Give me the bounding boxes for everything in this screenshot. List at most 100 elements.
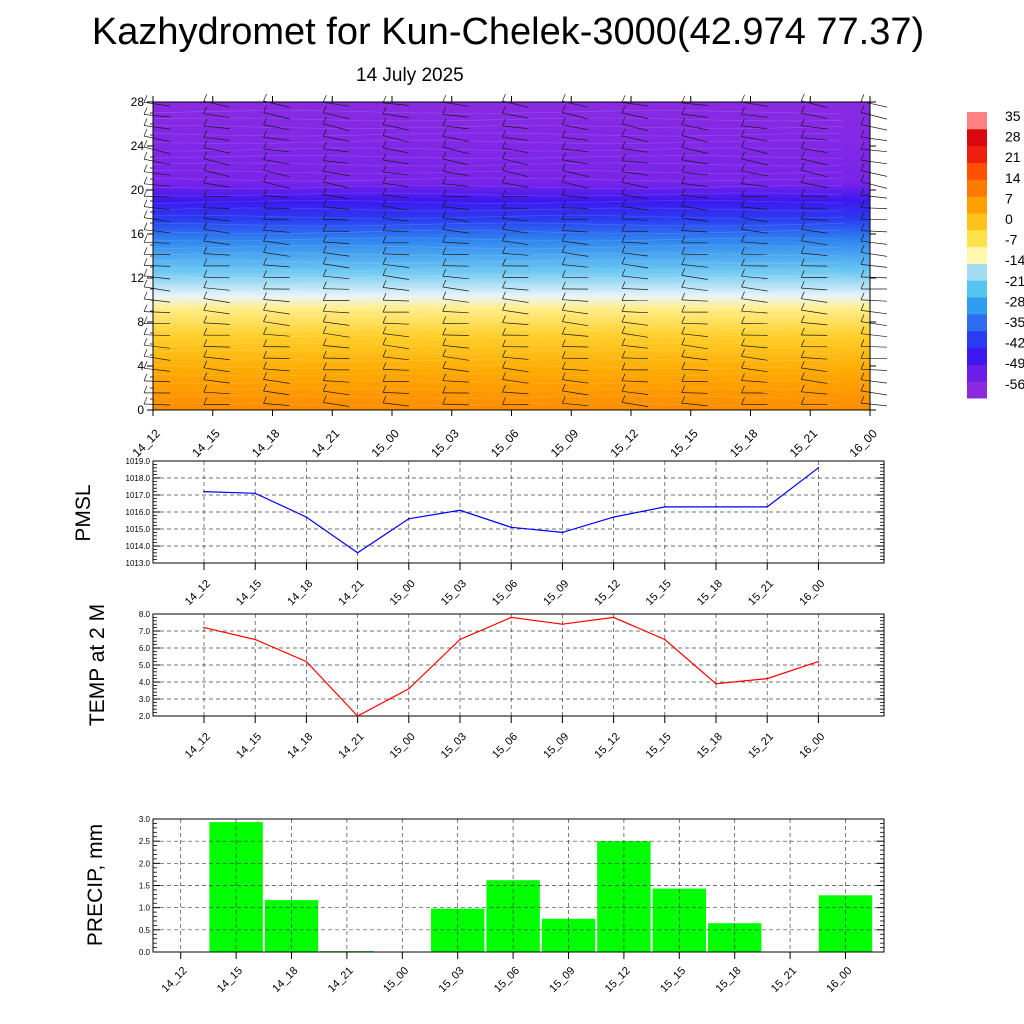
wind-barb <box>562 321 589 327</box>
pmsl-point <box>305 516 308 518</box>
wind-barb-flag <box>502 246 506 254</box>
wind-barb-flag <box>442 349 447 357</box>
colorbar-swatch <box>967 297 987 315</box>
wind-barb <box>382 135 410 143</box>
wind-barb-flag <box>382 349 387 357</box>
colorbar-label: -42 <box>1005 335 1024 351</box>
wind-barb-flag <box>681 362 686 370</box>
wind-barb-flag <box>143 349 148 357</box>
temp-point <box>408 688 410 690</box>
wind-barb-flag <box>263 339 267 347</box>
wind-barb <box>860 345 888 348</box>
pmsl-point <box>766 506 768 508</box>
wind-barb <box>502 287 529 291</box>
wind-barb <box>442 241 469 244</box>
wind-barb-flag <box>442 118 447 126</box>
temp-y-tick-label: 4.0 <box>139 678 151 687</box>
wind-barb <box>323 181 350 189</box>
wind-barb-flag <box>800 302 805 311</box>
wind-barb-flag <box>800 258 805 266</box>
wind-barb <box>621 380 649 383</box>
wind-barb-flag <box>442 222 447 230</box>
wind-barb-flag <box>322 187 327 195</box>
wind-barb-flag <box>502 222 506 230</box>
wind-barb-flag <box>502 106 506 114</box>
wind-barb-flag <box>800 397 805 405</box>
wind-barb-flag <box>741 151 745 159</box>
wind-barb <box>203 228 230 234</box>
wind-barb <box>801 169 828 178</box>
wind-barb-flag <box>621 105 626 114</box>
wind-barb <box>502 228 529 234</box>
wind-barb-flag <box>502 118 506 127</box>
wind-barb-flag <box>263 174 267 182</box>
contour-line <box>152 305 844 309</box>
wind-barb-flag <box>621 116 626 125</box>
wind-barb-flag <box>143 222 148 230</box>
colorbar-label: 35 <box>1005 108 1021 124</box>
wind-barb <box>143 135 171 143</box>
wind-barb <box>621 332 649 338</box>
wind-barb-flag <box>800 315 805 323</box>
wind-barb-flag <box>143 361 148 369</box>
temp-x-tick-label: 14_21 <box>336 731 366 761</box>
wind-barb-flag <box>741 304 745 312</box>
wind-barb-flag <box>561 326 566 335</box>
wind-barb-flag <box>561 303 566 311</box>
wind-barb-flag <box>741 199 745 208</box>
wind-barb-flag <box>382 315 387 324</box>
wind-barb-flag <box>263 141 267 150</box>
wind-barb-flag <box>263 314 267 322</box>
wind-barb <box>323 390 350 396</box>
wind-barb <box>323 241 350 244</box>
wind-barb <box>143 125 171 130</box>
wind-barb-flag <box>800 200 805 209</box>
wind-barb-flag <box>203 328 208 336</box>
wind-barb-flag <box>203 151 208 159</box>
wind-barb <box>801 112 828 119</box>
wind-barb-flag <box>502 258 506 266</box>
wind-barb <box>741 170 768 177</box>
colorbar-swatch <box>967 229 987 248</box>
temp-point <box>305 660 308 663</box>
wind-barb-flag <box>561 163 566 171</box>
wind-barb <box>442 355 469 361</box>
wind-barb-flag <box>800 233 805 241</box>
wind-barb-flag <box>203 269 208 278</box>
wind-barb-flag <box>382 304 387 313</box>
wind-barb <box>860 251 888 257</box>
wind-barb-flag <box>143 95 148 103</box>
wind-barb-flag <box>681 165 686 173</box>
wind-barb <box>681 253 708 256</box>
temp-x-tick-label: 15_12 <box>592 731 622 761</box>
wind-barb-flag <box>860 163 865 171</box>
wind-barb-flag <box>621 199 626 207</box>
wind-barb-flag <box>322 395 327 403</box>
wind-barb-flag <box>502 303 506 311</box>
temp-point <box>664 638 666 641</box>
wind-barb-flag <box>621 395 626 403</box>
wind-barb <box>860 402 888 407</box>
wind-barb-flag <box>442 360 447 369</box>
wind-barb <box>801 158 828 166</box>
wind-barb-flag <box>382 211 387 219</box>
wind-barb <box>502 218 529 222</box>
wind-barb-flag <box>621 95 626 103</box>
wind-barb <box>860 333 888 338</box>
wind-barb-flag <box>263 350 267 359</box>
wind-barb <box>382 356 410 361</box>
wind-barb-flag <box>322 95 327 103</box>
wind-barb-flag <box>442 373 447 381</box>
wind-barb <box>681 264 708 268</box>
pmsl-x-tick-label: 14_15 <box>234 578 264 608</box>
heatmap-y-tick-label: 28 <box>131 95 145 109</box>
temp-x-tick-label: 14_15 <box>234 731 264 761</box>
contour-line <box>152 177 844 182</box>
wind-barb <box>502 113 529 119</box>
wind-barb-flag <box>741 373 745 381</box>
wind-barb <box>860 276 888 279</box>
wind-barb <box>621 218 649 221</box>
wind-barb <box>263 137 290 141</box>
precip-y-tick-label: 1.5 <box>139 882 151 891</box>
wind-barb <box>143 217 171 223</box>
